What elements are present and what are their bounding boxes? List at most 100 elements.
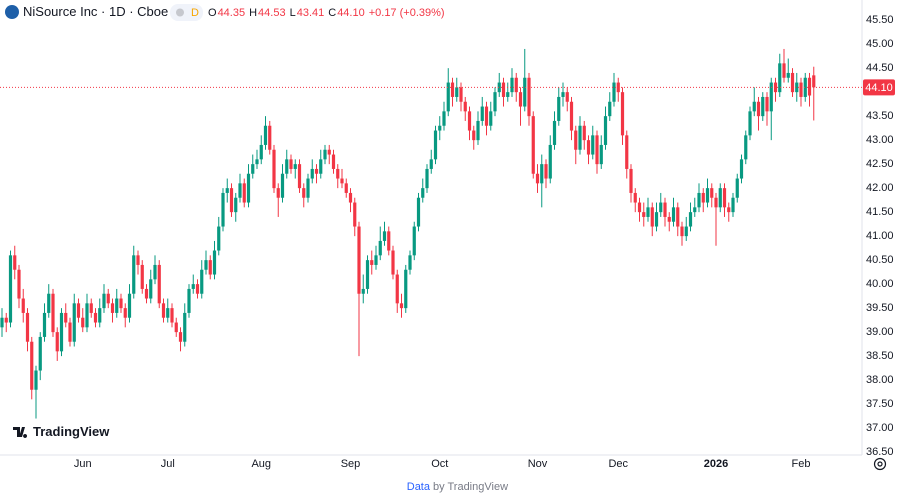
candle-body xyxy=(387,231,391,251)
candle-body xyxy=(251,164,255,174)
candle-body xyxy=(323,149,327,160)
candle-body xyxy=(170,308,174,323)
candle-body xyxy=(782,63,786,78)
candle-body xyxy=(450,82,455,97)
candle-body xyxy=(484,106,489,126)
settings-core[interactable] xyxy=(877,461,883,467)
y-tick-label: 38.00 xyxy=(866,374,894,386)
candle-body xyxy=(565,92,569,102)
candle-body xyxy=(667,216,671,222)
candle-body xyxy=(149,279,153,299)
candle-body xyxy=(13,255,17,270)
x-tick-label: Dec xyxy=(608,458,628,470)
candle-body xyxy=(204,260,208,270)
candle-body xyxy=(756,101,761,117)
candle-body xyxy=(433,130,438,160)
candle-body xyxy=(242,183,246,203)
y-tick-label: 40.00 xyxy=(866,278,894,290)
candle-body xyxy=(30,341,34,390)
last-price-label: 44.10 xyxy=(865,82,893,94)
candle-body xyxy=(595,135,599,165)
y-tick-label: 37.50 xyxy=(866,398,894,410)
candle-body xyxy=(327,149,331,155)
y-tick-label: 45.00 xyxy=(866,38,894,50)
candle-body xyxy=(722,188,727,208)
logo-mark xyxy=(13,427,28,438)
candle-body xyxy=(136,255,140,265)
plot-area xyxy=(0,48,816,419)
candle-body xyxy=(688,212,693,227)
candle-body xyxy=(255,159,259,165)
candle-body xyxy=(285,159,289,174)
candle-body xyxy=(531,116,535,174)
candle-body xyxy=(795,82,799,93)
candle-body xyxy=(799,82,803,97)
y-tick-label: 43.50 xyxy=(866,110,894,122)
candle-body xyxy=(552,120,557,145)
candle-body xyxy=(4,317,8,323)
candle-body xyxy=(735,178,739,198)
candle-body xyxy=(293,164,297,169)
settings-ring[interactable] xyxy=(873,457,887,471)
candle-body xyxy=(85,303,89,328)
candle-body xyxy=(578,125,582,150)
candle-body xyxy=(25,312,30,342)
candle-body xyxy=(72,303,76,342)
candle-body xyxy=(348,192,353,203)
x-tick-label: 2026 xyxy=(704,458,728,470)
candle-body xyxy=(382,231,387,241)
ohlc-key: O xyxy=(208,7,217,19)
candle-body xyxy=(778,63,782,93)
y-tick-label: 40.50 xyxy=(866,254,894,266)
candle-body xyxy=(280,173,285,198)
y-tick-label: 44.50 xyxy=(866,62,894,74)
y-tick-label: 42.50 xyxy=(866,158,894,170)
candle-body xyxy=(225,188,229,193)
candle-body xyxy=(748,111,752,136)
candle-body xyxy=(561,92,565,97)
candle-body xyxy=(119,298,123,309)
candle-body xyxy=(178,332,183,342)
candle-body xyxy=(548,144,552,179)
x-tick-label: Jul xyxy=(161,458,175,470)
candle-body xyxy=(489,111,493,126)
candle-body xyxy=(718,188,722,208)
candle-body xyxy=(110,303,115,313)
candle-body xyxy=(727,207,731,213)
candle-body xyxy=(646,207,650,217)
candle-body xyxy=(268,125,272,150)
candle-body xyxy=(637,202,642,213)
badge: D xyxy=(191,7,199,19)
candle-body xyxy=(663,202,667,217)
candle-body xyxy=(17,269,21,299)
candle-body xyxy=(569,101,574,131)
footer-link[interactable]: Data xyxy=(407,481,431,493)
logo-bg xyxy=(6,420,102,444)
candle-body xyxy=(0,317,4,328)
candle-body xyxy=(544,164,548,179)
ohlc-value: 44.10 xyxy=(337,7,365,19)
candle-body xyxy=(480,106,484,121)
candle-body xyxy=(263,125,268,145)
candle-body xyxy=(191,284,195,289)
candle-body xyxy=(106,293,110,304)
ohlc-key: C xyxy=(328,7,336,19)
candle-body xyxy=(174,322,178,333)
header: NiSource Inc · 1D · Cboe One D O 44.35 H 44… xyxy=(5,4,445,21)
candle-body xyxy=(769,82,773,112)
candle-body xyxy=(378,240,382,256)
ohlc-legend: O 44.35 H 44.53 L 43.41 C 44.10 +0.17 (+0.39%) xyxy=(208,7,445,19)
candle-body xyxy=(807,77,812,96)
badge-bg xyxy=(170,4,203,21)
last-price-badge xyxy=(863,79,895,96)
candle-body xyxy=(731,197,735,213)
candle-body xyxy=(42,312,47,337)
candle-body xyxy=(98,308,102,323)
settings-icon[interactable] xyxy=(873,457,887,471)
y-tick-label: 38.50 xyxy=(866,350,894,362)
candle-body xyxy=(140,264,144,289)
candle-body xyxy=(693,207,697,213)
candle-body xyxy=(391,250,395,275)
y-tick-label: 41.50 xyxy=(866,206,894,218)
